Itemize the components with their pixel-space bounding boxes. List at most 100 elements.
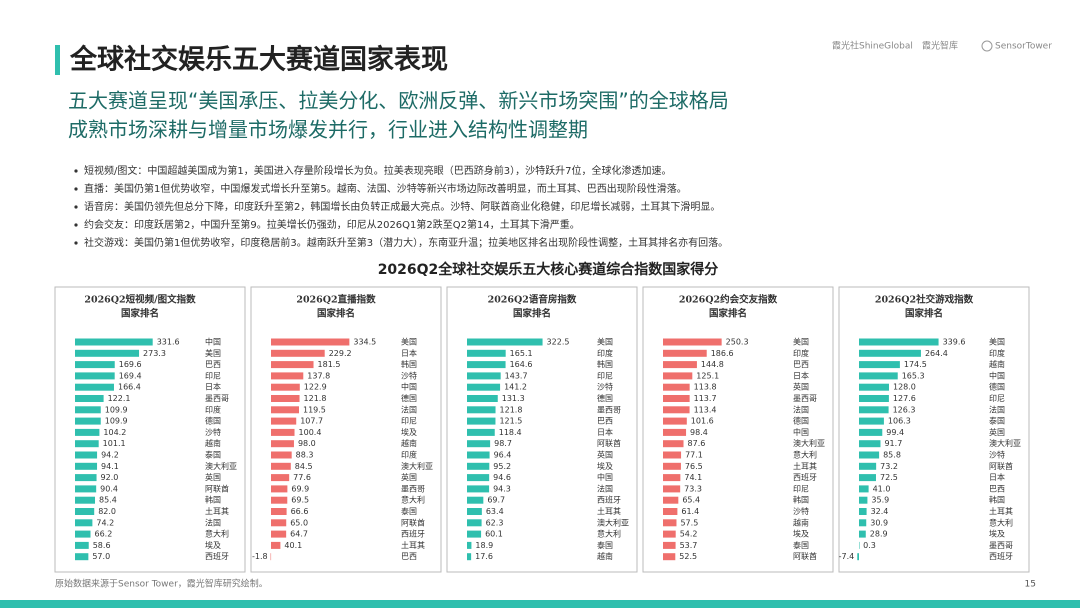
category-label: 土耳其	[793, 461, 817, 471]
bullet-dot	[74, 241, 78, 245]
bar	[663, 349, 707, 357]
category-label: 韩国	[401, 359, 417, 369]
footer-bar	[0, 600, 1080, 608]
category-label: 澳大利亚	[205, 461, 237, 471]
source-note: 原始数据来源于Sensor Tower，霞光智库研究绘制。	[55, 578, 268, 590]
value-label: 113.7	[694, 394, 717, 403]
bar	[271, 428, 295, 436]
value-label: 109.9	[105, 417, 128, 426]
bullet-text: 短视频/图文：中国超越美国成为第1，美国进入存量阶段增长为负。拉美表现亮眼（巴西…	[84, 164, 671, 177]
value-label: 99.4	[886, 428, 904, 437]
bar	[663, 462, 681, 470]
category-label: 阿联酋	[597, 438, 621, 448]
value-label: 264.4	[925, 349, 948, 358]
value-label: 69.5	[291, 496, 309, 505]
bullet-text: 社交游戏：美国仍第1但优势收窄，印度稳居前3。越南跃升至第3（潜力大），东南亚升…	[84, 236, 728, 249]
value-label: 273.3	[143, 349, 166, 358]
category-label: 土耳其	[401, 540, 425, 550]
category-label: 印度	[597, 348, 613, 358]
bar	[75, 338, 153, 346]
value-label: 169.4	[119, 371, 142, 380]
bar	[859, 462, 877, 470]
bar	[271, 496, 288, 504]
category-label: 印尼	[597, 371, 613, 380]
value-label: 113.8	[694, 383, 717, 392]
bar	[271, 462, 291, 470]
bar	[663, 474, 681, 482]
bar	[859, 496, 868, 504]
value-label: 104.2	[103, 428, 126, 437]
bar	[859, 361, 900, 369]
category-label: 法国	[205, 517, 221, 527]
category-label: 沙特	[401, 370, 417, 380]
category-label: 德国	[989, 382, 1005, 392]
value-label: 28.9	[870, 530, 888, 539]
category-label: 德国	[205, 416, 221, 426]
value-label: 65.4	[682, 496, 700, 505]
value-label: 74.1	[684, 473, 702, 482]
value-label: 53.7	[680, 541, 698, 550]
category-label: 澳大利亚	[793, 438, 825, 448]
category-label: 土耳其	[989, 506, 1013, 516]
value-label: -1.8	[252, 552, 268, 561]
bar	[663, 372, 693, 380]
category-label: 美国	[205, 348, 221, 358]
bar	[75, 372, 115, 380]
bar	[859, 485, 869, 493]
value-label: 0.3	[863, 541, 876, 550]
bar	[467, 508, 482, 515]
category-label: 韩国	[989, 495, 1005, 505]
category-label: 韩国	[597, 359, 613, 369]
category-label: 意大利	[205, 529, 229, 539]
value-label: 76.5	[685, 462, 703, 471]
category-label: 墨西哥	[597, 405, 621, 414]
category-label: 巴西	[205, 360, 221, 369]
category-label: 韩国	[205, 495, 221, 505]
value-label: 58.6	[93, 541, 111, 550]
bullet-dot	[74, 223, 78, 227]
value-label: 165.1	[510, 349, 533, 358]
category-label: 西班牙	[401, 529, 425, 539]
bar	[859, 417, 884, 425]
category-label: 埃及	[205, 540, 221, 550]
value-label: 95.2	[493, 462, 511, 471]
value-label: 101.1	[103, 439, 126, 448]
value-label: 94.1	[101, 462, 119, 471]
title-accent	[55, 45, 60, 75]
value-label: 126.3	[893, 405, 916, 414]
category-label: 印度	[989, 348, 1005, 358]
value-label: 121.8	[304, 394, 327, 403]
bar	[271, 349, 325, 357]
category-label: 日本	[793, 370, 809, 380]
bar	[663, 383, 690, 391]
value-label: 109.9	[105, 405, 128, 414]
value-label: 96.4	[494, 451, 512, 460]
category-label: 泰国	[989, 416, 1005, 426]
bar	[75, 508, 95, 515]
category-label: 西班牙	[205, 551, 229, 561]
bar	[859, 474, 876, 482]
bar	[467, 417, 496, 425]
panel-subtitle: 国家排名	[513, 308, 551, 320]
value-label: 32.4	[871, 507, 889, 516]
bar	[859, 451, 880, 459]
value-label: 122.1	[108, 394, 131, 403]
value-label: 334.5	[353, 338, 376, 347]
bar	[75, 553, 89, 561]
panel-title: 2026Q2直播指数	[296, 294, 376, 306]
value-label: 143.7	[505, 371, 528, 380]
bar	[859, 349, 921, 357]
bar	[75, 530, 91, 538]
bar	[467, 496, 484, 504]
value-label: 73.2	[880, 462, 898, 471]
category-label: 德国	[793, 416, 809, 426]
bar	[663, 541, 676, 549]
value-label: 64.7	[290, 530, 308, 539]
category-label: 泰国	[401, 506, 417, 516]
value-label: 40.1	[284, 541, 302, 550]
bar	[271, 338, 350, 346]
value-label: 63.4	[486, 507, 504, 516]
bar	[859, 428, 883, 436]
